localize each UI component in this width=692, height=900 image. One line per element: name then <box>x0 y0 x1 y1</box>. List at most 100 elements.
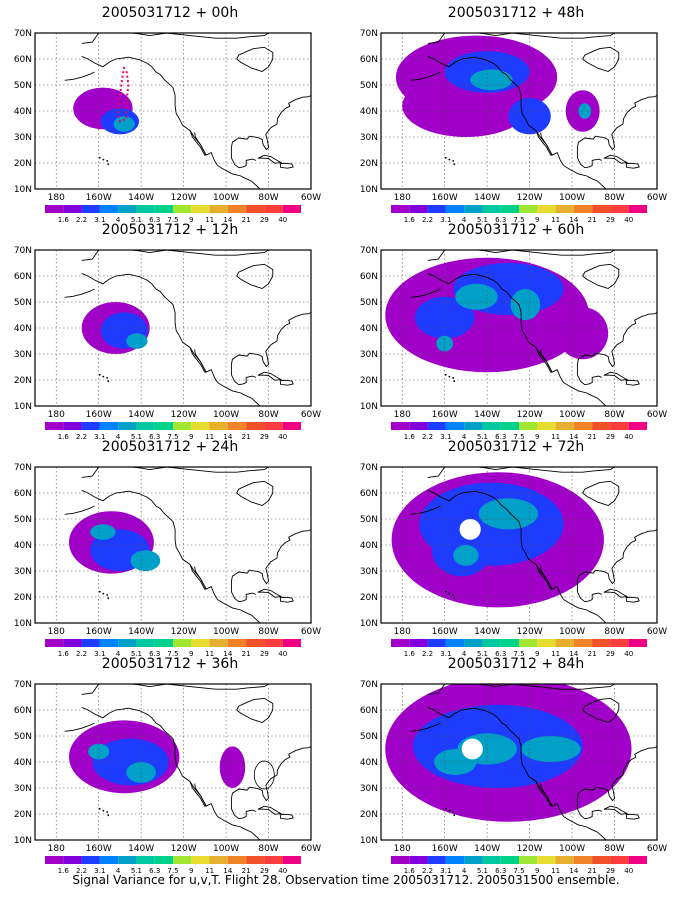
colorbar-swatch <box>573 856 593 864</box>
colorbar-label: 40 <box>624 867 633 875</box>
colorbar-label: 40 <box>624 650 633 658</box>
lat-tick-label: 10N <box>14 836 32 846</box>
colorbar-swatch <box>464 639 483 647</box>
colorbar-label: 1.6 <box>58 867 70 875</box>
colorbar-label: 21 <box>242 867 251 875</box>
coastline <box>279 379 294 386</box>
colorbar-swatch <box>246 205 265 213</box>
colorbar-label: 5.1 <box>131 433 142 441</box>
lon-tick-label: 120W <box>517 193 543 203</box>
colorbar-swatch <box>610 422 629 430</box>
colorbar-label: 4 <box>462 216 467 224</box>
colorbar-swatch <box>628 422 647 430</box>
lat-tick-label: 40N <box>360 758 378 768</box>
colorbar-label: 1.6 <box>404 216 416 224</box>
lat-tick-label: 50N <box>14 81 32 91</box>
lat-tick-label: 10N <box>14 185 32 195</box>
colorbar-label: 9 <box>189 867 193 875</box>
lon-tick-label: 140W <box>474 193 500 203</box>
coastline <box>410 71 441 81</box>
coastline <box>189 564 207 590</box>
lat-tick-label: 10N <box>14 402 32 412</box>
lon-tick-label: 100W <box>213 844 239 854</box>
colorbar-swatch <box>464 422 483 430</box>
colorbar-label: 40 <box>624 433 633 441</box>
panel-title: 2005031712 + 84h <box>447 656 585 672</box>
variance-contour <box>508 98 551 135</box>
lat-tick-label: 10N <box>360 619 378 629</box>
lon-tick-label: 60W <box>647 627 667 637</box>
lat-tick-label: 60N <box>14 272 32 282</box>
variance-contour <box>478 498 539 530</box>
colorbar-swatch <box>282 639 301 647</box>
colorbar-label: 9 <box>189 650 193 658</box>
lon-tick-label: 140W <box>128 410 154 420</box>
colorbar-swatch <box>592 639 611 647</box>
colorbar-swatch <box>555 205 574 213</box>
coastline <box>410 288 441 298</box>
variance-contour <box>578 103 592 119</box>
coastline <box>576 746 657 820</box>
colorbar-swatch <box>409 856 428 864</box>
colorbar-label: 4 <box>116 433 121 441</box>
coastline <box>64 71 95 81</box>
map-panel: 2005031712 + 24h 70N 60N 50N 40N 30N 20N 10N 180… <box>0 438 340 658</box>
colorbar-label: 5.1 <box>477 216 488 224</box>
colorbar-swatch <box>500 205 519 213</box>
colorbar-swatch <box>118 205 137 213</box>
colorbar-label: 11 <box>205 650 214 658</box>
lat-tick-label: 70N <box>360 463 378 473</box>
colorbar-label: 4 <box>462 650 467 658</box>
lon-tick-label: 180 <box>394 844 411 854</box>
lat-tick-label: 30N <box>14 133 32 143</box>
colorbar-swatch <box>391 856 410 864</box>
colorbar-label: 5.1 <box>131 867 142 875</box>
colorbar-swatch <box>592 856 611 864</box>
coastline <box>81 33 269 44</box>
colorbar-swatch <box>246 422 265 430</box>
colorbar-label: 4 <box>462 433 467 441</box>
coastline <box>257 371 283 381</box>
colorbar-swatch <box>136 856 155 864</box>
colorbar-label: 7.5 <box>167 433 178 441</box>
colorbar-swatch <box>173 205 192 213</box>
coastline <box>427 684 615 695</box>
coastline <box>189 347 207 373</box>
coastline <box>81 250 269 261</box>
colorbar-swatch <box>264 856 283 864</box>
lon-tick-label: 60W <box>647 410 667 420</box>
coastline <box>427 489 607 623</box>
colorbar-label: 1.6 <box>58 216 70 224</box>
coastline <box>427 55 607 189</box>
coastline <box>64 505 95 515</box>
coastline <box>535 347 553 373</box>
colorbar-label: 3.1 <box>440 433 451 441</box>
variance-map: 70N 60N 50N 40N 30N 20N 10N 180 160W 140W 120W 100W… <box>14 680 321 875</box>
lat-tick-label: 30N <box>360 133 378 143</box>
colorbar-swatch <box>427 639 446 647</box>
colorbar-label: 7.5 <box>513 216 524 224</box>
colorbar-swatch <box>227 639 247 647</box>
colorbar-swatch <box>592 422 611 430</box>
colorbar-label: 21 <box>588 216 597 224</box>
colorbar-swatch <box>63 639 82 647</box>
lon-tick-label: 180 <box>48 193 65 203</box>
colorbar-label: 7.5 <box>513 433 524 441</box>
lat-tick-label: 60N <box>360 55 378 65</box>
colorbar-label: 6.3 <box>495 867 506 875</box>
lon-tick-label: 100W <box>559 410 585 420</box>
colorbar-swatch <box>136 422 155 430</box>
colorbar-label: 4 <box>116 867 121 875</box>
lat-tick-label: 20N <box>14 376 32 386</box>
colorbar-swatch <box>445 639 465 647</box>
colorbar-swatch <box>610 856 629 864</box>
colorbar-label: 5.1 <box>477 433 488 441</box>
variance-contour <box>455 283 498 310</box>
coastline <box>236 480 274 506</box>
colorbar-swatch <box>246 639 265 647</box>
coastline <box>81 55 261 189</box>
lon-tick-label: 140W <box>474 844 500 854</box>
colorbar-label: 1.6 <box>58 433 70 441</box>
colorbar-label: 14 <box>223 433 232 441</box>
coastline <box>427 250 615 261</box>
